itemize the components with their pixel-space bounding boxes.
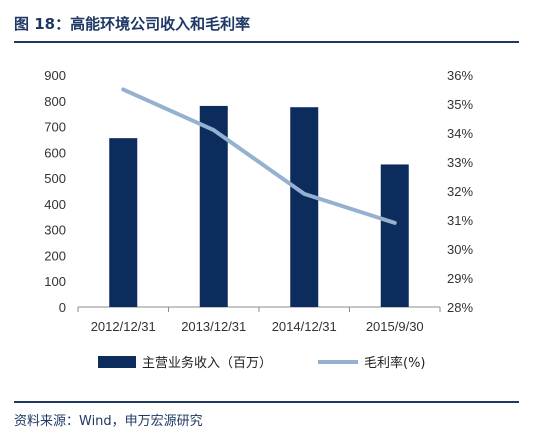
y-left-tick-label: 200 bbox=[44, 248, 66, 263]
title-divider bbox=[14, 41, 519, 43]
y-right-tick-label: 32% bbox=[447, 184, 473, 199]
title-bar: 图 18：高能环境公司收入和毛利率 bbox=[0, 0, 533, 40]
revenue-bar bbox=[109, 138, 138, 307]
y-left-tick-label: 300 bbox=[44, 223, 66, 238]
y-left-tick-label: 800 bbox=[44, 94, 66, 109]
chart-title: 图 18：高能环境公司收入和毛利率 bbox=[14, 15, 251, 33]
y-right-tick-label: 30% bbox=[447, 242, 473, 257]
legend-label-margin: 毛利率(%) bbox=[364, 355, 426, 371]
y-right-tick-label: 34% bbox=[447, 126, 473, 141]
y-right-tick-label: 31% bbox=[447, 213, 473, 228]
y-left-tick-label: 600 bbox=[44, 145, 66, 160]
y-right-tick-label: 35% bbox=[447, 97, 473, 112]
margin-line bbox=[121, 87, 397, 225]
revenue-bar bbox=[380, 164, 409, 307]
revenue-bar bbox=[290, 107, 319, 307]
y-right-tick-label: 29% bbox=[447, 271, 473, 286]
x-tick-label: 2015/9/30 bbox=[366, 319, 424, 334]
y-left-tick-label: 700 bbox=[44, 120, 66, 135]
source-note: 资料来源：Wind，申万宏源研究 bbox=[14, 414, 203, 429]
y-left-tick-label: 100 bbox=[44, 274, 66, 289]
legend-label-revenue: 主营业务收入（百万） bbox=[142, 355, 272, 371]
revenue-bar bbox=[199, 105, 228, 307]
y-left-tick-label: 400 bbox=[44, 197, 66, 212]
x-tick-label: 2013/12/31 bbox=[181, 319, 246, 334]
x-tick-label: 2012/12/31 bbox=[91, 319, 156, 334]
y-left-tick-label: 900 bbox=[44, 68, 66, 83]
y-right-tick-label: 28% bbox=[447, 300, 473, 315]
footer-divider bbox=[14, 401, 519, 403]
legend-swatch-revenue bbox=[98, 356, 136, 368]
y-left-tick-label: 500 bbox=[44, 171, 66, 186]
y-right-tick-label: 33% bbox=[447, 155, 473, 170]
y-right-tick-label: 36% bbox=[447, 68, 473, 83]
x-tick-label: 2014/12/31 bbox=[272, 319, 337, 334]
y-left-tick-label: 0 bbox=[59, 300, 66, 315]
